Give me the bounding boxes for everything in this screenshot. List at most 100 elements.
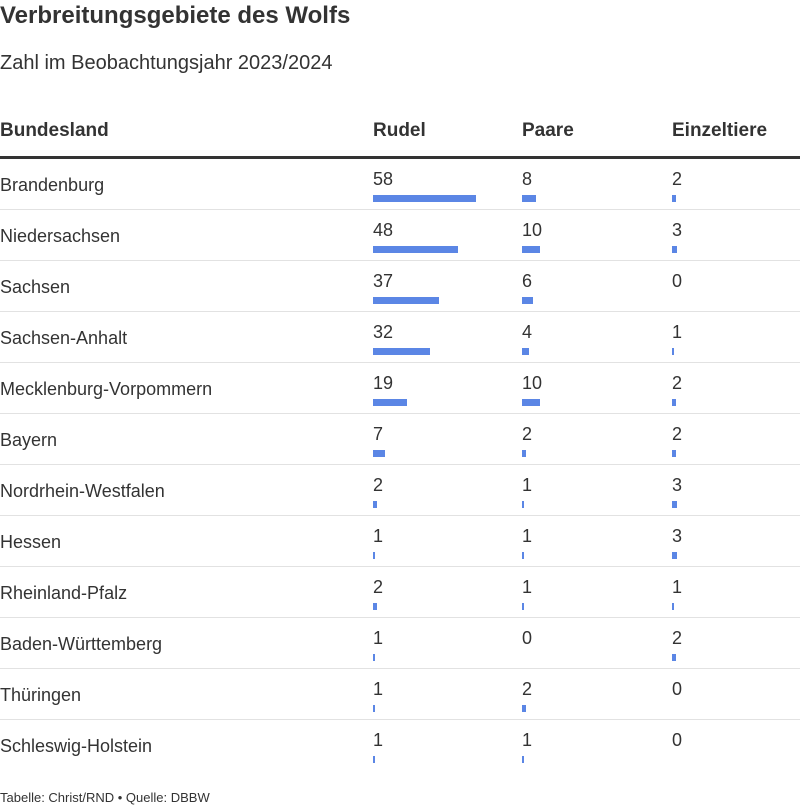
cell-rudel: 1 (373, 628, 383, 661)
value-paare: 1 (522, 475, 533, 495)
value-einzeltiere: 3 (672, 526, 683, 546)
bar-einzeltiere (672, 603, 674, 610)
bar-paare (522, 603, 524, 610)
table-row: Thüringen 1 2 0 (0, 669, 800, 720)
value-rudel: 19 (373, 373, 394, 393)
bar-einzeltiere (672, 552, 677, 559)
value-einzeltiere: 1 (672, 577, 683, 597)
column-header-paare[interactable]: Paare (522, 120, 574, 141)
value-rudel: 1 (373, 730, 384, 750)
cell-einzeltiere: 3 (672, 475, 682, 508)
bar-rudel (373, 348, 430, 355)
cell-einzeltiere: 0 (672, 271, 682, 291)
row-label-bundesland: Niedersachsen (0, 226, 121, 246)
value-einzeltiere: 0 (672, 730, 683, 750)
column-header-rudel[interactable]: Rudel (373, 120, 426, 141)
bar-einzeltiere (672, 501, 677, 508)
bar-paare (522, 756, 524, 763)
table-row: Mecklenburg-Vorpommern 19 10 2 (0, 363, 800, 414)
cell-paare: 1 (522, 730, 532, 763)
value-rudel: 2 (373, 577, 384, 597)
data-table: Bundesland Rudel Paare Einzeltiere Brand… (0, 106, 800, 770)
cell-rudel: 2 (373, 577, 383, 610)
row-label-bundesland: Baden-Württemberg (0, 634, 163, 654)
table-row: Nordrhein-Westfalen 2 1 3 (0, 465, 800, 516)
cell-paare: 4 (522, 322, 532, 355)
row-label-bundesland: Thüringen (0, 685, 82, 705)
bar-rudel (373, 450, 385, 457)
cell-einzeltiere: 2 (672, 424, 682, 457)
cell-einzeltiere: 0 (672, 730, 682, 750)
value-rudel: 37 (373, 271, 394, 291)
row-label-bundesland: Schleswig-Holstein (0, 736, 153, 756)
bar-einzeltiere (672, 654, 676, 661)
column-header-bundesland[interactable]: Bundesland (0, 120, 109, 141)
cell-rudel: 1 (373, 730, 383, 763)
bar-rudel (373, 603, 377, 610)
cell-paare: 0 (522, 628, 532, 648)
cell-einzeltiere: 3 (672, 220, 682, 253)
value-paare: 10 (522, 220, 543, 240)
table-row: Niedersachsen 48 10 3 (0, 210, 800, 261)
table-row: Hessen 1 1 3 (0, 516, 800, 567)
bar-rudel (373, 399, 407, 406)
bar-einzeltiere (672, 399, 676, 406)
value-einzeltiere: 0 (672, 679, 683, 699)
cell-paare: 1 (522, 475, 532, 508)
value-paare: 0 (522, 628, 533, 648)
value-paare: 4 (522, 322, 533, 342)
cell-rudel: 32 (373, 322, 430, 355)
value-einzeltiere: 1 (672, 322, 683, 342)
cell-paare: 1 (522, 526, 532, 559)
cell-einzeltiere: 0 (672, 679, 682, 699)
row-label-bundesland: Sachsen (0, 277, 71, 297)
bar-paare (522, 552, 524, 559)
cell-rudel: 37 (373, 271, 439, 304)
row-label-bundesland: Rheinland-Pfalz (0, 583, 128, 603)
row-label-bundesland: Mecklenburg-Vorpommern (0, 379, 213, 399)
bar-einzeltiere (672, 348, 674, 355)
column-header-einzeltiere[interactable]: Einzeltiere (672, 120, 768, 141)
value-paare: 8 (522, 169, 533, 189)
bar-einzeltiere (672, 246, 677, 253)
value-einzeltiere: 2 (672, 169, 683, 189)
cell-einzeltiere: 2 (672, 373, 682, 406)
cell-paare: 2 (522, 679, 532, 712)
bar-einzeltiere (672, 450, 676, 457)
row-label-bundesland: Nordrhein-Westfalen (0, 481, 165, 501)
cell-rudel: 58 (373, 169, 476, 202)
table-row: Schleswig-Holstein 1 1 0 (0, 720, 800, 770)
value-paare: 1 (522, 526, 533, 546)
value-paare: 1 (522, 577, 533, 597)
bar-paare (522, 246, 540, 253)
bar-rudel (373, 501, 377, 508)
value-paare: 2 (522, 424, 533, 444)
cell-rudel: 7 (373, 424, 385, 457)
table-header: Bundesland Rudel Paare Einzeltiere (0, 106, 800, 159)
value-einzeltiere: 2 (672, 373, 683, 393)
row-label-bundesland: Brandenburg (0, 175, 105, 195)
row-label-bundesland: Sachsen-Anhalt (0, 328, 128, 348)
bar-paare (522, 348, 529, 355)
value-einzeltiere: 0 (672, 271, 683, 291)
bar-rudel (373, 756, 375, 763)
chart-subtitle: Zahl im Beobachtungsjahr 2023/2024 (0, 52, 333, 74)
cell-einzeltiere: 1 (672, 577, 682, 610)
value-rudel: 58 (373, 169, 394, 189)
bar-rudel (373, 654, 375, 661)
bar-rudel (373, 246, 458, 253)
value-rudel: 2 (373, 475, 384, 495)
bar-paare (522, 705, 526, 712)
value-rudel: 1 (373, 628, 384, 648)
value-rudel: 7 (373, 424, 384, 444)
bar-paare (522, 195, 536, 202)
value-rudel: 48 (373, 220, 394, 240)
table-row: Rheinland-Pfalz 2 1 1 (0, 567, 800, 618)
source-note: Tabelle: Christ/RND • Quelle: DBBW (0, 790, 210, 805)
value-einzeltiere: 2 (672, 628, 683, 648)
table-row: Sachsen-Anhalt 32 4 1 (0, 312, 800, 363)
cell-einzeltiere: 1 (672, 322, 682, 355)
value-paare: 10 (522, 373, 543, 393)
row-label-bundesland: Bayern (0, 430, 58, 450)
table-row: Bayern 7 2 2 (0, 414, 800, 465)
